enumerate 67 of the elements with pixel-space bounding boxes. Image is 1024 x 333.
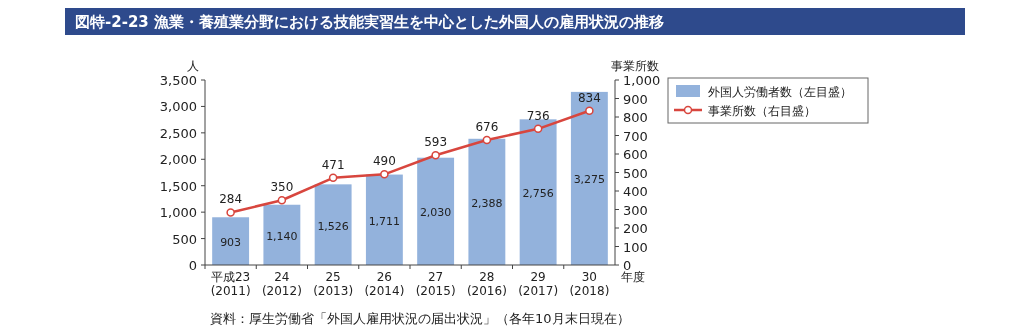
bar — [212, 217, 250, 265]
x-tick-label: 30 (2018) — [569, 270, 610, 298]
data-label: 593 — [424, 135, 448, 150]
data-label: 1,140 — [266, 229, 298, 243]
y2-tick-label: 1,000 — [623, 73, 661, 88]
data-label: 3,275 — [573, 173, 606, 187]
x-tick-label: 26 (2014) — [364, 270, 405, 298]
data-label: 490 — [372, 154, 396, 169]
x-tick-label: 28 (2016) — [466, 270, 507, 298]
y-tick-label: 1,500 — [159, 178, 197, 194]
bar — [570, 91, 608, 265]
chart-title: 図特-2-23 漁業・養殖業分野における技能実習生を中心とした外国人の雇用状況の推移 — [75, 13, 664, 31]
y-tick-label: 0 — [188, 258, 197, 273]
data-label: 834 — [577, 90, 601, 105]
point — [328, 173, 338, 183]
data-label: 903 — [220, 236, 242, 250]
point — [482, 135, 492, 145]
bar — [365, 174, 403, 265]
bar — [314, 184, 352, 265]
x-tick-label: 25 (2013) — [313, 270, 354, 298]
y2-tick-label: 300 — [623, 202, 648, 218]
y2-tick-label: 400 — [623, 184, 648, 199]
y-axis-title: 人 — [187, 59, 199, 73]
y2-tick-label: 0 — [623, 258, 632, 273]
y2-tick-label: 100 — [623, 239, 648, 255]
x-tick-label: 平成23 (2011) — [210, 270, 251, 298]
y2-axis-title: 事業所数 — [611, 59, 659, 73]
data-label: 736 — [526, 108, 550, 123]
y2-tick-label: 500 — [623, 165, 648, 181]
point — [226, 208, 235, 217]
y2-tick-label: 800 — [623, 110, 648, 125]
data-label: 676 — [475, 119, 499, 134]
y2-tick-label: 700 — [623, 128, 648, 144]
point — [431, 151, 440, 160]
bar — [263, 204, 301, 265]
y-tick-label: 1,000 — [159, 205, 197, 221]
bar — [468, 138, 506, 265]
data-label: 2,388 — [471, 196, 503, 210]
x-axis-title: 年度 — [621, 270, 645, 284]
data-label: 1,711 — [368, 214, 401, 228]
point — [533, 124, 543, 134]
y2-tick-label: 600 — [623, 147, 648, 162]
text: 資料：厚生労働省「外国人雇用状況の届出状況」（各年10月末日現在） — [210, 311, 630, 326]
data-label: 471 — [321, 157, 345, 172]
point — [585, 106, 594, 115]
bar — [519, 119, 557, 265]
y-tick-label: 2,000 — [159, 152, 197, 168]
data-label: 1,526 — [317, 219, 349, 233]
data-label: 2,756 — [522, 187, 554, 201]
data-label: 284 — [219, 192, 243, 207]
y2-tick-label: 200 — [623, 221, 648, 236]
y-tick-label: 3,000 — [159, 99, 197, 115]
x-tick-label: 27 (2015) — [415, 270, 456, 298]
x-tick-label: 29 (2017) — [518, 270, 559, 298]
data-label: 2,030 — [419, 206, 452, 220]
legend-label: 事業所数（右目盛） — [708, 104, 816, 118]
point — [277, 196, 287, 205]
legend-label: 外国人労働者数（左目盛） — [708, 85, 852, 99]
y-tick-label: 2,500 — [159, 125, 197, 141]
point — [380, 170, 389, 179]
y-tick-label: 500 — [172, 231, 197, 247]
y-tick-label: 3,500 — [159, 73, 197, 88]
x-tick-label: 24 (2012) — [261, 270, 302, 298]
data-label: 350 — [270, 180, 294, 195]
y2-tick-label: 900 — [623, 91, 648, 107]
bar — [417, 157, 455, 265]
title-banner: 図特-2-23 漁業・養殖業分野における技能実習生を中心とした外国人の雇用状況の推移 — [65, 8, 965, 35]
